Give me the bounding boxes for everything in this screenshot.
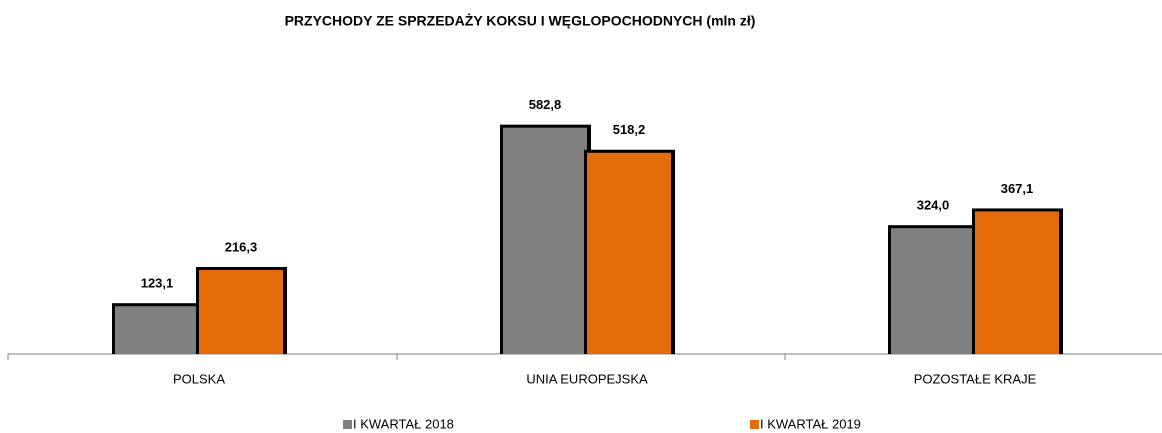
x-tick-label: UNIA EUROPEJSKA — [526, 371, 648, 386]
chart-title: PRZYCHODY ZE SPRZEDAŻY KOKSU I WĘGLOPOCH… — [285, 13, 756, 29]
bar — [975, 211, 1059, 354]
data-label: 518,2 — [613, 122, 646, 137]
bar — [587, 152, 671, 354]
bar — [503, 127, 587, 354]
data-label: 123,1 — [141, 276, 174, 291]
legend-label: I KWARTAŁ 2018 — [353, 416, 454, 431]
bar — [891, 228, 975, 354]
data-label: 324,0 — [917, 198, 950, 213]
bar — [115, 306, 199, 354]
data-label: 216,3 — [225, 239, 258, 254]
x-tick-label: POLSKA — [173, 371, 225, 386]
legend-swatch — [343, 420, 352, 429]
legend-swatch — [750, 420, 759, 429]
data-label: 582,8 — [529, 97, 562, 112]
x-tick-label: POZOSTAŁE KRAJE — [914, 371, 1037, 386]
legend-label: I KWARTAŁ 2019 — [760, 416, 861, 431]
bar — [199, 270, 283, 354]
data-label: 367,1 — [1001, 181, 1034, 196]
